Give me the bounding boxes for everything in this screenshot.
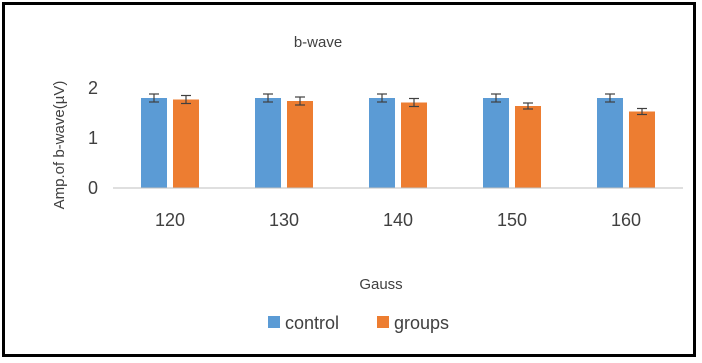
legend-swatch bbox=[377, 316, 389, 328]
legend-item-groups: groups bbox=[377, 313, 449, 333]
error-bar-groups-130 bbox=[295, 96, 305, 106]
error-bars bbox=[149, 93, 647, 116]
legend-item-control: control bbox=[268, 313, 339, 333]
chart-frame bbox=[2, 2, 696, 357]
error-bar-control-140 bbox=[377, 93, 387, 103]
bar-control-160 bbox=[597, 98, 623, 188]
y-tick-label: 1 bbox=[88, 128, 98, 148]
bar-groups-120 bbox=[173, 99, 199, 188]
chart-title: b-wave bbox=[294, 34, 342, 51]
error-bar-groups-160 bbox=[637, 107, 647, 116]
y-tick-label: 0 bbox=[88, 178, 98, 198]
legend-label: control bbox=[285, 313, 339, 333]
error-bar-groups-150 bbox=[523, 102, 533, 110]
bar-groups-150 bbox=[515, 106, 541, 188]
error-bar-control-160 bbox=[605, 93, 615, 103]
error-bar-control-130 bbox=[263, 93, 273, 103]
x-axis-label: Gauss bbox=[359, 276, 402, 293]
legend-swatch bbox=[268, 316, 280, 328]
x-tick-labels: 120 130 140 150 160 bbox=[155, 210, 641, 230]
bar-groups-130 bbox=[287, 101, 313, 188]
bar-control-150 bbox=[483, 98, 509, 188]
bar-control-120 bbox=[141, 98, 167, 188]
y-axis-label: Amp.of b-wave(µV) bbox=[51, 81, 68, 210]
error-bar-control-120 bbox=[149, 93, 159, 103]
x-tick-label: 150 bbox=[497, 210, 527, 230]
x-tick-label: 120 bbox=[155, 210, 185, 230]
x-tick-label: 130 bbox=[269, 210, 299, 230]
error-bar-groups-120 bbox=[181, 94, 191, 105]
bar-groups-160 bbox=[629, 111, 655, 188]
error-bar-groups-140 bbox=[409, 97, 419, 108]
error-bar-control-150 bbox=[491, 93, 501, 103]
x-tick-label: 140 bbox=[383, 210, 413, 230]
bar-groups-140 bbox=[401, 102, 427, 188]
y-tick-label: 2 bbox=[88, 78, 98, 98]
legend: control groups bbox=[268, 313, 449, 333]
y-tick-labels: 0 1 2 bbox=[88, 78, 98, 198]
legend-label: groups bbox=[394, 313, 449, 333]
bar-control-140 bbox=[369, 98, 395, 188]
bar-control-130 bbox=[255, 98, 281, 188]
x-tick-label: 160 bbox=[611, 210, 641, 230]
bars bbox=[141, 98, 655, 188]
